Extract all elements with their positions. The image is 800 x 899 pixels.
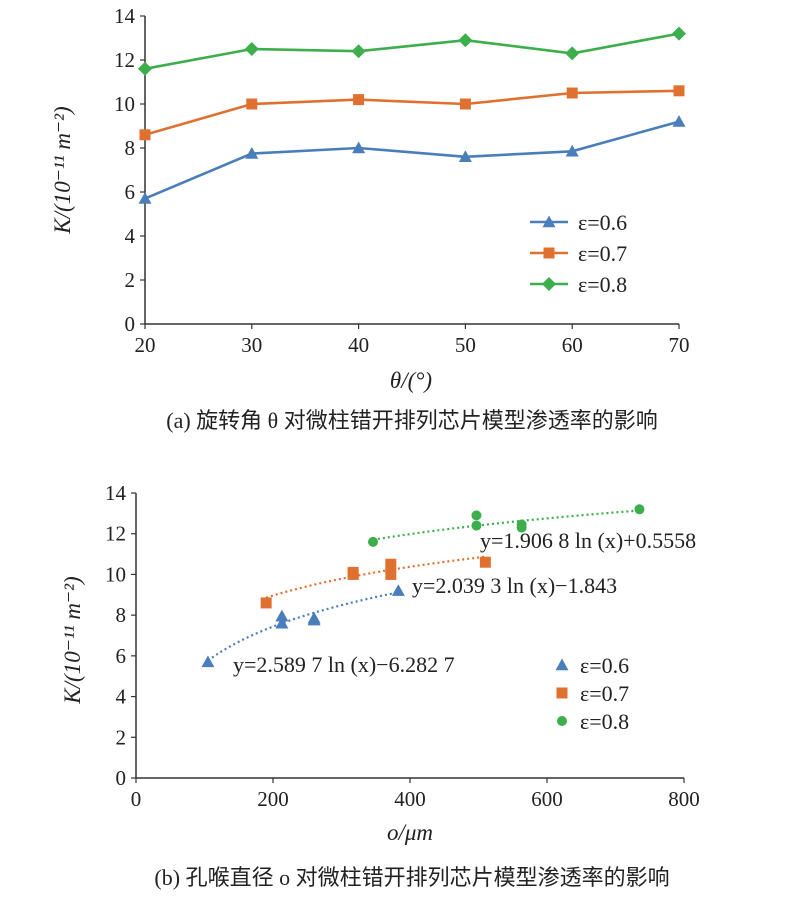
chart-a-data-point	[353, 94, 365, 106]
chart-a-y-tick-label: 10	[114, 92, 135, 116]
chart-b-data-point	[347, 568, 359, 580]
chart-a-y-tick-label: 6	[125, 180, 136, 204]
chart-a-y-tick-label: 2	[125, 268, 136, 292]
chart-b-legend-marker	[556, 687, 568, 699]
chart-a-data-point	[458, 150, 472, 162]
chart-a-data-point	[672, 26, 686, 41]
chart-b-trendline	[207, 591, 399, 662]
chart-a-legend-marker	[543, 247, 555, 259]
chart-a-data-point	[245, 147, 259, 159]
chart-a-data-point	[673, 85, 685, 97]
chart-a-data-point	[138, 192, 152, 204]
chart-b-legend-marker	[555, 658, 569, 671]
chart-b-x-tick-label: 200	[257, 787, 289, 811]
chart-a-legend-label: ε=0.8	[578, 272, 627, 297]
chart-b-legend-label: ε=0.7	[580, 681, 629, 706]
chart-a-series-line	[144, 32, 680, 71]
chart-b-data-point	[471, 520, 482, 531]
chart-a-data-point	[138, 61, 152, 76]
chart-b-data-point	[471, 510, 482, 521]
chart-a-x-tick-label: 70	[669, 333, 690, 357]
chart-b-data-point	[368, 536, 379, 547]
chart-b-data-point	[275, 616, 289, 629]
chart-a-data-point	[565, 46, 580, 61]
chart-b-data-point	[275, 609, 289, 622]
chart-a-x-tick-label: 40	[348, 333, 369, 357]
chart-b-trendline	[265, 555, 486, 599]
chart-a-y-tick-label: 8	[125, 136, 136, 160]
chart-a-data-point	[352, 141, 366, 154]
chart-a-data-point	[139, 129, 151, 141]
chart-b-data-point	[260, 597, 272, 609]
chart-a-legend-label: ε=0.6	[578, 210, 627, 235]
chart-b-y-tick-label: 4	[116, 685, 127, 709]
chart-a-y-tick-label: 4	[125, 224, 136, 248]
chart-b-y-tick-label: 0	[116, 766, 127, 790]
chart-a-x-axis-label: θ/(°)	[390, 368, 432, 393]
chart-b-data-point	[385, 568, 397, 580]
chart-a-y-tick-label: 12	[114, 48, 135, 72]
chart-b-legend-marker	[557, 716, 567, 726]
chart-b-trend-equation: y=2.039 3 ln (x)−1.843	[412, 573, 617, 598]
chart-a-data-point	[459, 98, 471, 110]
chart-a-y-tick-label: 0	[125, 312, 136, 336]
chart-b-x-tick-label: 600	[531, 787, 563, 811]
chart-b-x-tick-label: 400	[394, 787, 426, 811]
chart-b-data-point	[634, 504, 645, 515]
chart-a-legend-marker	[542, 277, 556, 291]
chart-b-scatter-plot: 0 2 4 6 8 10 12 14 0 200 400 600 800 y=2.589 7 ln (x)…	[105, 481, 700, 811]
chart-a-x-tick-label: 60	[562, 333, 583, 357]
chart-b-data-point	[479, 556, 491, 568]
chart-b-data-point	[201, 655, 215, 668]
chart-a-line-plot: 0 2 4 6 8 10 12 14 20 30 40 50 60 70 ε=0.6 ε=0.7 ε=0.8	[114, 4, 690, 357]
chart-b-y-tick-label: 6	[116, 644, 127, 668]
chart-a-y-axis-label: K/(10⁻¹¹ m⁻²)	[50, 106, 75, 234]
chart-b-trend-equation: y=1.906 8 ln (x)+0.5558	[480, 528, 696, 553]
chart-b-y-tick-label: 14	[105, 481, 127, 505]
chart-b-trend-equation: y=2.589 7 ln (x)−6.282 7	[233, 652, 455, 677]
chart-a-caption: (a) 旋转角 θ 对微柱错开排列芯片模型渗透率的影响	[166, 408, 657, 433]
chart-b-data-point	[516, 522, 527, 533]
chart-b-x-tick-label: 800	[668, 787, 700, 811]
chart-a-y-tick-label: 14	[114, 4, 136, 28]
chart-a-series-line	[144, 89, 680, 137]
chart-a-legend-marker	[542, 215, 556, 228]
chart-b-x-axis-label: o/μm	[387, 820, 433, 845]
chart-a-legend-label: ε=0.7	[578, 241, 627, 266]
chart-b-y-axis-label: K/(10⁻¹¹ m⁻²)	[60, 576, 85, 704]
chart-a-data-point	[246, 98, 258, 110]
chart-b-data-point	[391, 584, 405, 596]
chart-a-data-point	[244, 42, 259, 56]
chart-b-legend-label: ε=0.8	[580, 709, 629, 734]
chart-b-legend-label: ε=0.6	[580, 653, 629, 678]
chart-a-data-point	[672, 115, 686, 127]
chart-a-x-tick-label: 30	[241, 333, 262, 357]
chart-a-data-point	[566, 87, 578, 99]
chart-b-y-tick-label: 10	[105, 562, 126, 586]
chart-a-x-tick-label: 50	[455, 333, 476, 357]
chart-b-caption: (b) 孔喉直径 o 对微柱错开排列芯片模型渗透率的影响	[154, 865, 669, 890]
chart-b-y-tick-label: 2	[116, 725, 127, 749]
chart-a-data-point	[565, 144, 579, 157]
chart-b-y-tick-label: 8	[116, 603, 127, 627]
chart-a-data-point	[458, 33, 473, 48]
chart-a-x-tick-label: 20	[135, 333, 156, 357]
chart-b-data-point	[307, 613, 321, 626]
chart-a-data-point	[351, 44, 366, 59]
chart-b-data-point	[385, 558, 397, 570]
chart-b-y-tick-label: 12	[105, 522, 126, 546]
chart-b-x-tick-label: 0	[131, 787, 142, 811]
chart-a-series-line	[144, 120, 680, 200]
